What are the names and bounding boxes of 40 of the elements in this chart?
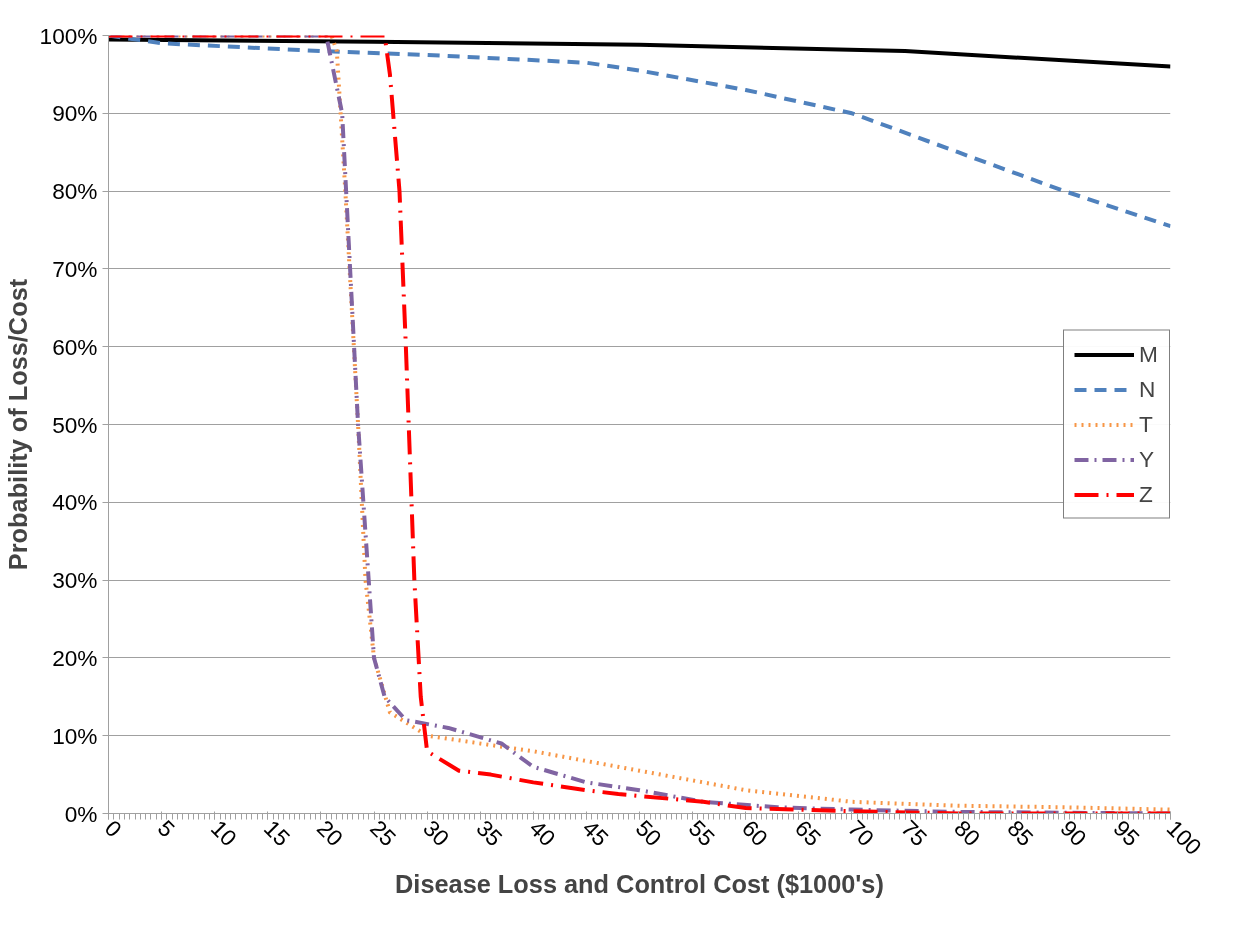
- legend-label: Y: [1139, 445, 1156, 473]
- y-tick-label: 0%: [64, 800, 98, 827]
- x-tick-label: 20: [312, 814, 349, 852]
- line-series: [108, 37, 1171, 69]
- x-tick-label: 85: [1002, 814, 1039, 852]
- x-tick-label: 65: [789, 814, 827, 852]
- y-tick-label: 60%: [52, 333, 98, 360]
- x-tick-label: 10: [205, 814, 243, 852]
- x-tick-label: 70: [843, 814, 880, 852]
- x-tick-label: 45: [577, 814, 614, 852]
- x-tick-label: 95: [1108, 814, 1145, 852]
- x-tick-label: 5: [152, 814, 181, 843]
- x-tick-label: 100: [1161, 814, 1207, 861]
- x-tick-label: 90: [1055, 814, 1092, 852]
- x-tick-label: 35: [471, 814, 508, 852]
- y-tick-label: 10%: [52, 722, 98, 749]
- x-axis-title: Disease Loss and Control Cost ($1000's): [395, 869, 884, 898]
- y-tick-label: 40%: [52, 489, 98, 516]
- x-tick-label: 30: [418, 814, 455, 852]
- legend-label: N: [1139, 375, 1157, 403]
- x-tick-label: 80: [949, 814, 986, 852]
- x-tick-label: 25: [365, 814, 402, 852]
- x-tick-label: 60: [736, 814, 774, 852]
- y-tick-label: 100%: [39, 22, 98, 49]
- y-tick-label: 20%: [52, 644, 98, 671]
- y-tick-label: 50%: [52, 411, 98, 438]
- x-tick-label: 15: [258, 814, 296, 852]
- y-tick-label: 80%: [52, 178, 98, 205]
- x-tick-label: 75: [896, 814, 933, 852]
- x-tick-label: 55: [683, 814, 720, 852]
- x-tick-label: 50: [630, 814, 667, 852]
- y-tick-label: 70%: [52, 255, 98, 282]
- y-tick-label: 90%: [52, 100, 98, 127]
- legend-label: Z: [1139, 480, 1154, 508]
- legend-label: M: [1139, 340, 1159, 368]
- legend-label: T: [1139, 410, 1154, 438]
- x-tick-label: 0: [99, 814, 127, 843]
- y-axis-title: Probability of Loss/Cost: [3, 278, 32, 571]
- x-tick-label: 40: [524, 814, 561, 852]
- y-tick-label: 30%: [52, 567, 98, 594]
